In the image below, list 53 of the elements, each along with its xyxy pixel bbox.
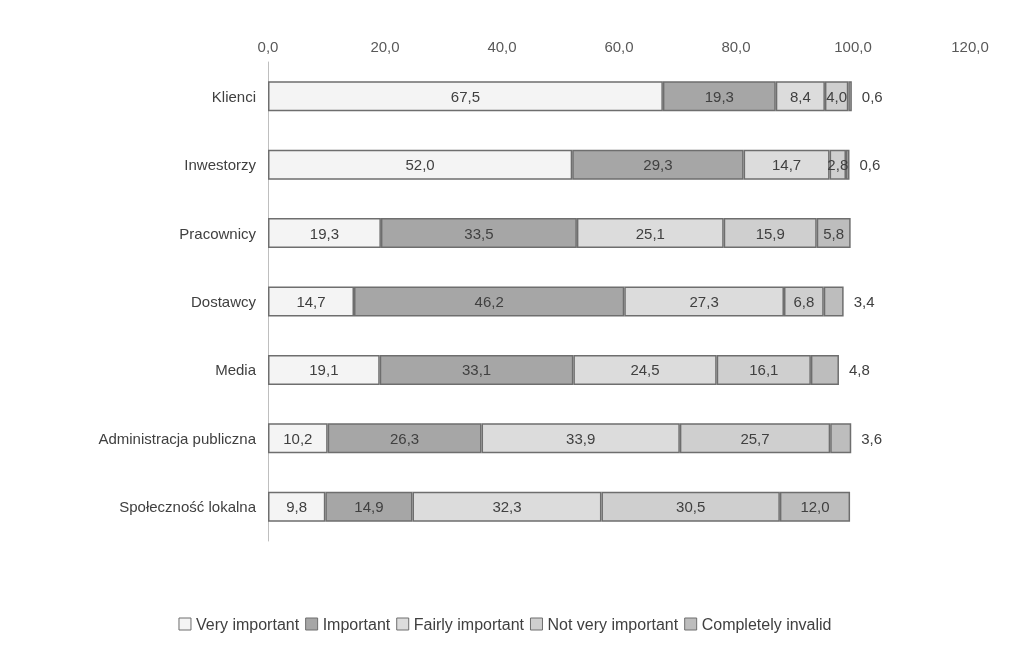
data-label: 52,0: [405, 156, 435, 174]
data-label: 25,7: [740, 429, 770, 447]
data-label: 46,2: [474, 293, 504, 310]
data-label: 3,6: [861, 429, 883, 447]
legend-label: Completely invalid: [701, 615, 832, 633]
data-label: 26,3: [390, 429, 420, 447]
data-label: 14,9: [354, 498, 384, 516]
data-label: 4,8: [848, 361, 870, 379]
x-tick-label: 60,0: [604, 38, 634, 55]
data-label: 12,0: [800, 498, 830, 516]
data-label: 14,7: [296, 293, 326, 310]
y-tick-label: Administracja publiczna: [98, 429, 257, 447]
data-label: 33,9: [566, 429, 596, 447]
data-label: 16,1: [749, 361, 779, 379]
legend-label: Very important: [195, 615, 300, 633]
data-label: 33,5: [464, 224, 494, 242]
y-tick-label: Media: [215, 361, 257, 379]
x-tick-label: 0,0: [257, 38, 279, 55]
data-label: 9,8: [286, 498, 308, 516]
data-label: 10,2: [283, 429, 313, 447]
data-label: 0,6: [859, 156, 881, 174]
data-label: 33,1: [461, 361, 492, 379]
data-label: 5,8: [823, 224, 845, 242]
y-tick-label: Klienci: [211, 87, 256, 105]
data-label: 27,3: [689, 293, 719, 310]
data-label: 32,3: [492, 498, 522, 516]
data-label: 19,3: [704, 87, 734, 105]
data-label: 3,4: [853, 293, 875, 310]
legend-label: Not very important: [547, 615, 679, 633]
y-tick-label: Dostawcy: [190, 293, 257, 310]
y-tick-label: Społeczność lokalna: [119, 498, 257, 516]
data-label: 15,9: [755, 224, 785, 242]
data-label: 29,3: [643, 156, 673, 174]
data-label: 19,1: [309, 361, 339, 379]
x-tick-label: 100,0: [834, 38, 872, 55]
data-label: 4,0: [826, 87, 848, 105]
data-label: 30,5: [676, 498, 706, 516]
data-label: 24,5: [630, 361, 660, 379]
data-label: 6,8: [793, 293, 815, 310]
data-label: 14,7: [772, 156, 802, 174]
y-tick-label: Pracownicy: [179, 224, 257, 242]
legend-label: Fairly important: [413, 615, 525, 633]
y-tick-label: Inwestorzy: [184, 156, 257, 174]
x-tick-label: 20,0: [370, 38, 400, 55]
data-label: 8,4: [789, 87, 811, 105]
x-tick-label: 40,0: [487, 38, 517, 55]
data-label: 67,5: [450, 87, 481, 105]
x-tick-label: 120,0: [951, 38, 989, 55]
data-label: 0,6: [861, 87, 883, 105]
x-tick-label: 80,0: [721, 38, 751, 55]
data-label: 25,1: [635, 224, 665, 242]
legend-label: Important: [322, 615, 391, 633]
data-label: 19,3: [309, 224, 340, 242]
